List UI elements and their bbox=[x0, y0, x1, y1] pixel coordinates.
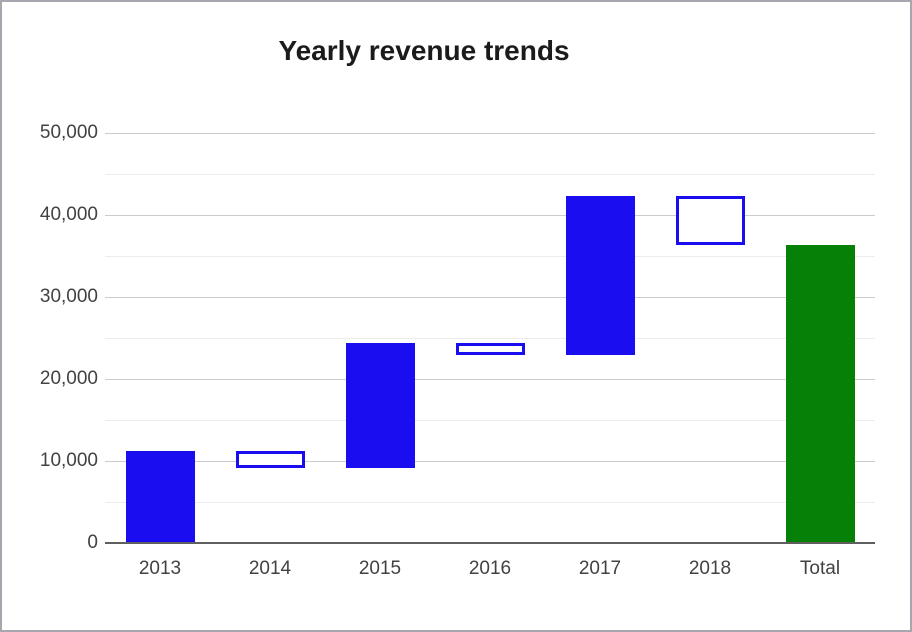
gridline-minor bbox=[105, 255, 875, 257]
gridline-minor bbox=[105, 173, 875, 175]
x-axis-label-total: Total bbox=[799, 558, 841, 579]
gridline-major bbox=[105, 378, 875, 380]
x-axis-label-2015: 2015 bbox=[358, 558, 402, 579]
x-axis-label-2018: 2018 bbox=[688, 558, 732, 579]
x-axis-label-2014: 2014 bbox=[248, 558, 292, 579]
y-axis-tick-label: 20,000 bbox=[39, 368, 98, 389]
x-axis-label-2016: 2016 bbox=[468, 558, 512, 579]
gridline-major bbox=[105, 214, 875, 216]
chart-title: Yearly revenue trends bbox=[278, 35, 570, 66]
waterfall-bar-2015[interactable] bbox=[345, 342, 415, 468]
y-axis-tick-label: 0 bbox=[87, 532, 98, 553]
y-axis-tick-label: 40,000 bbox=[39, 204, 98, 225]
y-axis-tick-label: 30,000 bbox=[39, 286, 98, 307]
waterfall-bar-2017[interactable] bbox=[565, 196, 635, 356]
x-axis-label-2013: 2013 bbox=[138, 558, 182, 579]
waterfall-bar-2016[interactable] bbox=[455, 342, 525, 356]
gridline-minor bbox=[105, 501, 875, 503]
x-axis-baseline bbox=[105, 542, 875, 544]
waterfall-bar-2018[interactable] bbox=[675, 196, 745, 246]
x-axis-label-2017: 2017 bbox=[578, 558, 622, 579]
gridline-major bbox=[105, 132, 875, 134]
gridline-minor bbox=[105, 419, 875, 421]
waterfall-bar-total[interactable] bbox=[785, 245, 855, 543]
y-axis-tick-label: 50,000 bbox=[39, 122, 98, 143]
waterfall-bar-2014[interactable] bbox=[235, 451, 305, 468]
y-axis-tick-label: 10,000 bbox=[39, 450, 98, 471]
gridline-major bbox=[105, 296, 875, 298]
gridline-major bbox=[105, 460, 875, 462]
waterfall-bar-2013[interactable] bbox=[125, 451, 195, 543]
gridline-minor bbox=[105, 337, 875, 339]
